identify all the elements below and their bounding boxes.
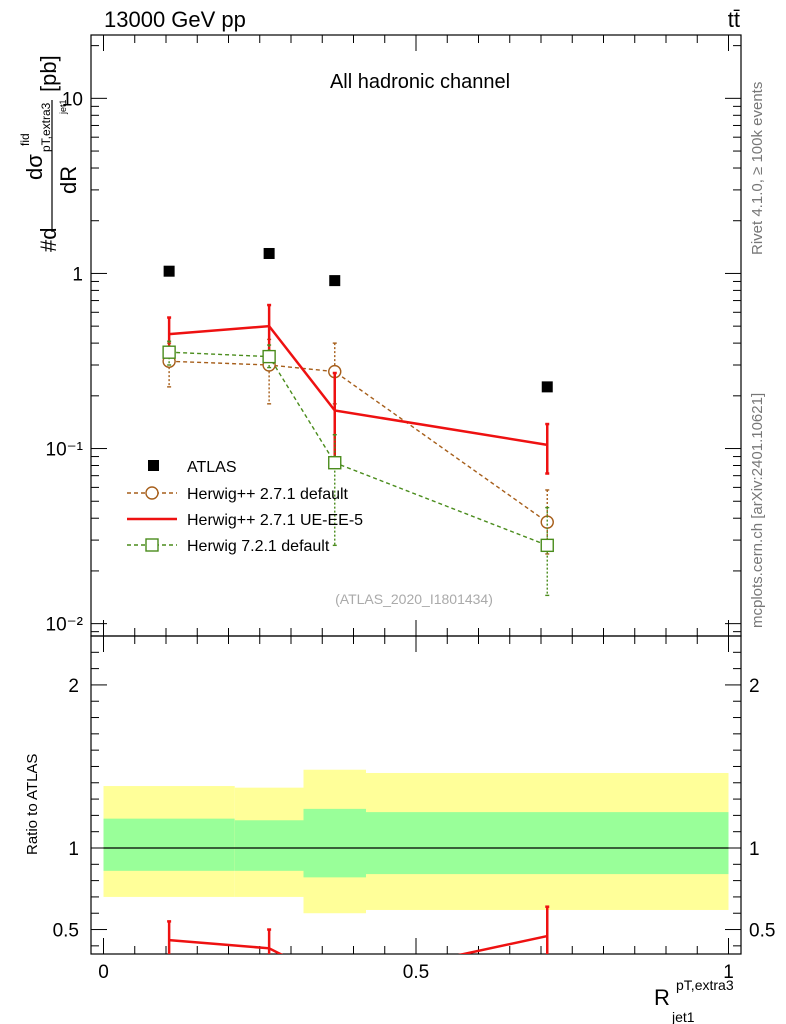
ratio-inner-band-0 [103, 818, 235, 871]
legend-marker-atlas [148, 460, 159, 471]
ratio-series-layer [167, 905, 550, 954]
x-tick-labels: 0 0.5 1 [98, 962, 734, 983]
ylabel-prefix: #d [36, 228, 61, 252]
herwig-7-2-1-default-line [169, 351, 548, 546]
ratio-ueee5-line [169, 934, 548, 954]
ylabel-den-sub: jet1 [58, 99, 68, 115]
ylabel-num-sup: fid [18, 133, 32, 146]
legend-label-herwigpp-default: Herwig++ 2.7.1 default [187, 486, 349, 503]
analysis-watermark: (ATLAS_2020_I1801434) [335, 591, 493, 607]
legend: ATLAS Herwig++ 2.7.1 default Herwig++ 2.… [127, 459, 363, 555]
chart-title: All hadronic channel [330, 71, 510, 93]
legend-entry-atlas: ATLAS [148, 459, 237, 476]
ratio-y-tick-label-right-1: 1 [749, 839, 760, 860]
ratio-y-axis-label: Ratio to ATLAS [24, 754, 41, 855]
herwig-2-7-1-default-marker-3 [540, 515, 554, 529]
y-tick-label-0.1: 10⁻¹ [46, 440, 84, 461]
x-tick-label-0: 0 [98, 962, 109, 983]
process-label: tt̄ [728, 7, 740, 32]
atlas-data-point-3 [541, 381, 553, 393]
ratio-y-tick-label-2: 2 [68, 676, 79, 697]
herwig-7-2-1-default-marker-0 [162, 345, 176, 359]
ratio-inner-band-2 [303, 808, 366, 878]
herwig-2-7-1-ue-ee-5-line [169, 324, 548, 447]
mcplots-label: mcplots.cern.ch [arXiv:2401.10621] [749, 393, 766, 628]
xlabel-main: R [654, 985, 670, 1010]
ylabel-num-main: dσ [22, 154, 47, 180]
ratio-y-tick-label-1: 1 [68, 839, 79, 860]
x-tick-label-1: 1 [723, 962, 734, 983]
legend-label-atlas: ATLAS [187, 459, 237, 476]
y-tick-label-10: 10 [62, 89, 83, 110]
atlas-data-point-0 [163, 265, 175, 277]
rivet-version-label: Rivet 4.1.0, ≥ 100k events [749, 82, 766, 255]
main-y-tick-labels: 10 1 10⁻¹ 10⁻² [46, 89, 84, 635]
x-axis-label: R pT,extra3 jet1 [654, 970, 740, 1024]
ratio-y-tick-label-right-2: 2 [749, 676, 760, 697]
atlas-data-point-2 [329, 275, 341, 287]
legend-entry-herwigpp-ueee5: Herwig++ 2.7.1 UE-EE-5 [127, 512, 363, 529]
y-tick-label-1: 1 [72, 264, 83, 285]
legend-entry-herwig7-default: Herwig 7.2.1 default [127, 538, 330, 555]
ylabel-den-main: dR [56, 166, 81, 194]
legend-marker-herwig7-default [145, 538, 159, 552]
ratio-uncertainty-bands [103, 769, 729, 914]
svg-text:#d dσ fid pT: #d dσ fid pT,extra3 dR [pb] jet1 [9, 49, 81, 252]
legend-entry-herwigpp-default: Herwig++ 2.7.1 default [127, 486, 349, 503]
legend-marker-herwigpp-default [145, 486, 159, 500]
herwig-7-2-1-default-marker-1 [262, 349, 276, 364]
main-axis-ticks [91, 35, 741, 636]
xlabel-sup: pT,extra3 [676, 977, 734, 993]
ratio-inner-band-3 [366, 812, 729, 875]
ratio-y-tick-labels: 0.5 1 2 0.5 1 2 [53, 676, 776, 942]
ratio-y-tick-label-0.5: 0.5 [53, 921, 79, 942]
main-y-axis-label: #d dσ fid pT,extra3 dR [pb] jet1 [9, 49, 81, 252]
herwig-7-2-1-default-marker-3 [540, 538, 554, 553]
legend-label-herwig7-default: Herwig 7.2.1 default [187, 538, 330, 555]
energy-label: 13000 GeV pp [104, 7, 246, 32]
legend-label-herwigpp-ueee5: Herwig++ 2.7.1 UE-EE-5 [187, 512, 363, 529]
ratio-inner-band-1 [234, 820, 304, 871]
ratio-axis-ticks [91, 636, 741, 954]
ylabel-unit: [pb] [36, 55, 61, 92]
herwig-7-2-1-default-marker-2 [328, 456, 342, 470]
atlas-data-point-1 [263, 247, 275, 259]
ylabel-num-sub: pT,extra3 [39, 102, 53, 152]
main-series-layer [162, 247, 554, 597]
ratio-y-tick-label-right-0.5: 0.5 [749, 921, 775, 942]
x-tick-label-0.5: 0.5 [403, 962, 429, 983]
y-tick-label-0.01: 10⁻² [46, 615, 84, 636]
xlabel-sub: jet1 [671, 1009, 695, 1024]
